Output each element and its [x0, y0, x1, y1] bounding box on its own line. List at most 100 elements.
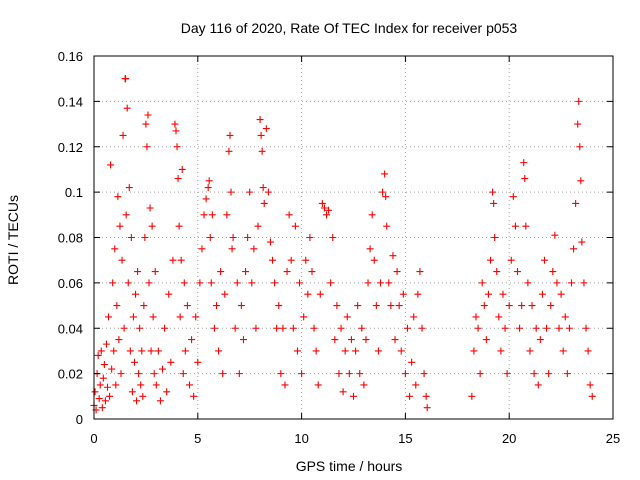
data-point [146, 204, 154, 212]
data-point [122, 75, 130, 83]
y-tick-label: 0 [76, 412, 83, 427]
data-point [487, 256, 495, 264]
data-point [177, 256, 185, 264]
data-point [567, 279, 575, 287]
data-point [204, 184, 212, 192]
data-point [246, 188, 254, 196]
data-point [281, 381, 289, 389]
data-point [248, 279, 256, 287]
data-point [242, 268, 250, 276]
data-point [99, 374, 107, 382]
data-point [260, 199, 268, 207]
data-point [140, 302, 148, 310]
data-point [142, 120, 150, 128]
data-point [393, 268, 401, 276]
data-point [547, 302, 555, 310]
data-point [381, 170, 389, 178]
data-point [96, 381, 104, 389]
data-point [337, 324, 345, 332]
data-point [138, 347, 146, 355]
data-point [287, 256, 295, 264]
data-point [354, 302, 362, 310]
data-point [171, 120, 179, 128]
data-point [401, 370, 409, 378]
data-point [352, 347, 360, 355]
data-point [129, 313, 137, 321]
data-point [372, 302, 380, 310]
data-point [298, 370, 306, 378]
data-point [511, 222, 519, 230]
data-point [316, 290, 324, 298]
data-point [192, 313, 200, 321]
data-point [509, 193, 517, 201]
data-point [584, 347, 592, 355]
data-point [143, 143, 151, 151]
data-point [491, 234, 499, 241]
data-point [114, 193, 122, 201]
data-marks [90, 75, 596, 414]
data-point [480, 302, 488, 310]
data-point [176, 313, 184, 321]
data-point [345, 370, 353, 378]
data-point [226, 131, 234, 139]
data-point [382, 193, 390, 201]
data-point [188, 336, 196, 344]
data-point [374, 347, 382, 355]
chart-title: Day 116 of 2020, Rate Of TEC Index for r… [181, 20, 518, 36]
data-point [148, 222, 156, 230]
data-point [91, 388, 99, 396]
data-point [257, 131, 265, 139]
data-point [350, 392, 357, 400]
data-point [156, 397, 164, 405]
data-point [574, 120, 582, 128]
data-point [190, 392, 198, 400]
data-point [183, 302, 191, 310]
data-point [237, 302, 245, 310]
data-point [555, 324, 563, 332]
data-point [233, 279, 241, 287]
data-point [478, 279, 486, 287]
data-point [490, 199, 498, 207]
data-point [250, 245, 258, 253]
data-point [223, 211, 231, 219]
data-point [565, 324, 573, 332]
data-point [325, 206, 333, 214]
data-point [120, 324, 128, 332]
data-point [208, 211, 216, 219]
y-ticks: 0 0.02 0.04 0.06 0.08 0.1 0.12 0.14 0.16 [58, 49, 613, 427]
data-point [364, 279, 372, 287]
data-point [161, 324, 169, 332]
data-point [318, 199, 326, 207]
data-point [169, 256, 177, 264]
data-point [540, 256, 548, 264]
data-point [522, 222, 530, 230]
data-point [561, 313, 569, 321]
data-point [368, 211, 376, 219]
data-point [252, 324, 260, 332]
data-point [262, 125, 270, 133]
data-point [362, 336, 370, 344]
data-point [97, 347, 105, 355]
data-point [123, 104, 131, 112]
data-point [518, 302, 526, 310]
data-point [582, 324, 590, 332]
data-point [198, 245, 206, 253]
data-point [133, 397, 141, 405]
data-point [285, 211, 293, 219]
data-point [108, 365, 116, 373]
data-point [147, 347, 155, 355]
data-point [300, 313, 308, 321]
data-point [217, 268, 225, 276]
data-point [304, 290, 312, 298]
data-point [347, 336, 355, 344]
data-point [408, 358, 416, 366]
data-point [418, 324, 426, 332]
data-point [135, 370, 143, 378]
data-point [505, 302, 513, 310]
data-point [356, 370, 364, 378]
data-point [578, 238, 586, 246]
y-tick-label: 0.16 [58, 49, 83, 64]
data-point [526, 347, 534, 355]
data-point [314, 381, 322, 389]
data-point [115, 336, 123, 344]
